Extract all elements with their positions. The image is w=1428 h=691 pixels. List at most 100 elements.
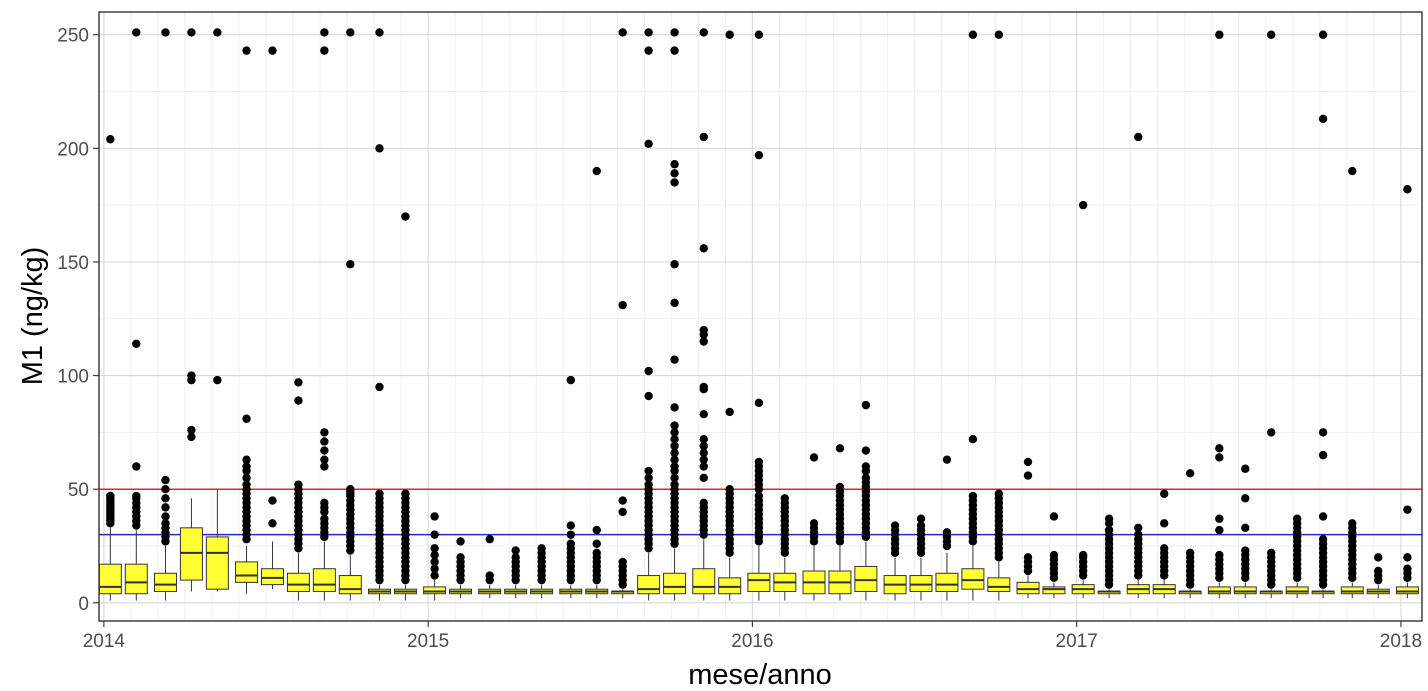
outlier-point (456, 537, 465, 546)
outlier-point (968, 30, 978, 39)
outlier-point (1215, 453, 1224, 462)
outlier-point (861, 446, 871, 455)
outlier-point (670, 160, 679, 169)
outlier-point (187, 432, 196, 442)
outlier-point (618, 300, 627, 310)
x-tick-label: 2014 (83, 631, 126, 652)
outlier-point (1267, 548, 1276, 558)
outlier-point (861, 400, 871, 410)
outlier-point (430, 512, 439, 521)
outlier-point (699, 244, 708, 253)
panel-border (98, 11, 1423, 622)
box-group (747, 30, 771, 601)
axes: 0 50 100 150 200 250 2014 2015 2016 2017 2018 (57, 26, 1422, 652)
outlier-point (1160, 489, 1169, 498)
outlier-point (566, 539, 576, 548)
outlier-point (161, 475, 170, 485)
outlier-point (1292, 514, 1302, 523)
outlier-point (485, 571, 494, 580)
outlier-point (132, 462, 141, 471)
box-group (504, 546, 528, 599)
box-group (773, 494, 797, 601)
outlier-point (1215, 30, 1224, 39)
y-tick-label: 0 (78, 594, 89, 615)
outlier-point (780, 494, 790, 503)
outlier-point (346, 485, 355, 494)
outlier-point (670, 473, 679, 483)
outlier-point (968, 491, 978, 501)
outlier-point (430, 564, 439, 573)
y-tick-label: 200 (57, 139, 89, 160)
outlier-point (592, 525, 601, 535)
box (179, 527, 203, 581)
box-group (692, 28, 716, 601)
outlier-point (375, 489, 384, 498)
box-group (1311, 30, 1335, 599)
box-group (1042, 512, 1066, 599)
box-group (1366, 553, 1390, 599)
box-group (909, 514, 933, 601)
outlier-point (430, 571, 439, 580)
outlier-point (699, 448, 708, 458)
outlier-point (1023, 553, 1033, 562)
box-group (260, 46, 284, 590)
outlier-point (161, 494, 170, 503)
outlier-point (242, 462, 251, 471)
outlier-point (592, 548, 601, 558)
outlier-point (754, 150, 764, 160)
outlier-point (430, 544, 439, 553)
outlier-point (1134, 132, 1143, 142)
outlier-point (320, 437, 329, 446)
outlier-point (1078, 200, 1088, 210)
box-group (393, 212, 417, 601)
outlier-point (401, 212, 410, 221)
y-tick-label: 100 (57, 367, 89, 388)
outlier-point (644, 28, 653, 37)
outlier-point (1374, 553, 1383, 562)
outlier-point (670, 421, 679, 430)
box (909, 575, 933, 592)
outlier-point (132, 28, 141, 37)
outlier-point (725, 30, 734, 39)
box (1016, 581, 1040, 595)
outlier-point (1215, 514, 1224, 523)
outlier-point (644, 480, 653, 489)
box-group (1207, 30, 1231, 599)
outlier-point (1078, 550, 1088, 560)
outlier-point (699, 498, 708, 508)
outlier-point (1318, 512, 1328, 521)
box-group (98, 135, 122, 601)
box-group (478, 534, 502, 599)
outlier-point (670, 355, 679, 364)
outlier-point (566, 530, 576, 539)
outlier-point (161, 503, 170, 512)
y-tick-label: 250 (57, 26, 89, 47)
box (854, 565, 878, 592)
box-group (205, 28, 229, 592)
box-group (449, 537, 473, 599)
outlier-point (699, 441, 708, 451)
outlier-point (320, 28, 329, 37)
outlier-point (1215, 550, 1224, 560)
box-group (961, 30, 985, 601)
outlier-point (187, 28, 196, 37)
outlier-point (375, 382, 384, 392)
outlier-point (1403, 505, 1412, 514)
box (1395, 586, 1419, 595)
outlier-point (401, 489, 410, 498)
outlier-point (592, 539, 601, 548)
outlier-point (670, 169, 679, 178)
outlier-point (375, 144, 384, 153)
outlier-point (242, 414, 251, 423)
outlier-point (670, 462, 679, 471)
box-group (1016, 457, 1040, 599)
outlier-point (699, 382, 708, 392)
outlier-point (618, 557, 627, 567)
outlier-point (320, 446, 329, 455)
outlier-point (835, 482, 845, 492)
outlier-point (670, 428, 679, 437)
box-group (828, 444, 852, 601)
outlier-point (1049, 512, 1059, 521)
outlier-point (1160, 519, 1169, 528)
outlier-point (994, 489, 1004, 498)
